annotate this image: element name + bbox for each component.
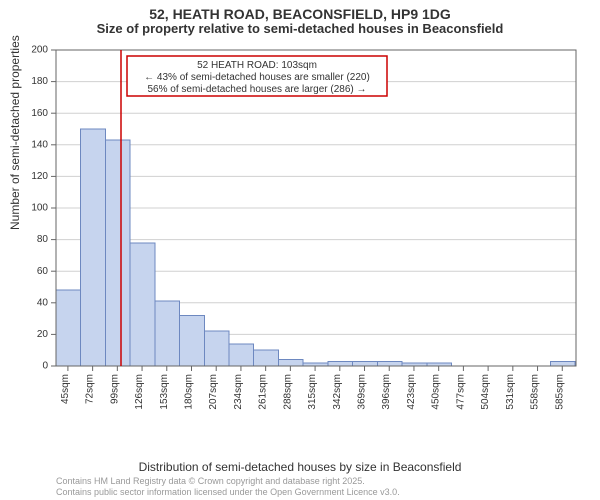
x-tick-label: 153sqm (159, 374, 170, 410)
y-tick-label: 120 (31, 171, 48, 182)
x-tick-label: 450sqm (431, 374, 442, 410)
x-tick-label: 72sqm (85, 374, 96, 404)
y-tick-label: 0 (42, 361, 48, 372)
x-tick-label: 234sqm (233, 374, 244, 410)
x-axis-label: Distribution of semi-detached houses by … (0, 460, 600, 474)
histogram-bar (229, 344, 254, 366)
page-subtitle: Size of property relative to semi-detach… (0, 22, 600, 37)
x-tick-label: 396sqm (381, 374, 392, 410)
histogram-bar (155, 301, 180, 366)
x-tick-label: 126sqm (134, 374, 145, 410)
histogram-svg: 02040608010012014016018020045sqm72sqm99s… (56, 48, 576, 428)
histogram-bar (254, 350, 279, 366)
x-tick-label: 423sqm (406, 374, 417, 410)
x-tick-label: 477sqm (455, 374, 466, 410)
x-tick-label: 342sqm (332, 374, 343, 410)
y-tick-label: 80 (37, 234, 49, 245)
footer-line-1: Contains HM Land Registry data © Crown c… (56, 476, 400, 486)
histogram-bar (56, 290, 81, 366)
histogram-bar (328, 361, 353, 366)
x-tick-label: 531sqm (505, 374, 516, 410)
y-tick-label: 180 (31, 76, 48, 87)
histogram-bar (130, 243, 155, 366)
y-tick-label: 200 (31, 45, 48, 56)
y-tick-label: 20 (37, 329, 49, 340)
histogram-bar (81, 129, 106, 366)
chart-container: 52, HEATH ROAD, BEACONSFIELD, HP9 1DG Si… (0, 0, 600, 500)
y-tick-label: 140 (31, 139, 48, 150)
x-tick-label: 45sqm (60, 374, 71, 404)
annotation-line-3: 56% of semi-detached houses are larger (… (147, 84, 366, 95)
plot-area: 02040608010012014016018020045sqm72sqm99s… (56, 48, 576, 428)
y-axis-label: Number of semi-detached properties (8, 35, 22, 230)
annotation-line-2: ← 43% of semi-detached houses are smalle… (144, 72, 370, 83)
histogram-bar (105, 140, 130, 366)
x-tick-label: 288sqm (282, 374, 293, 410)
x-tick-label: 261sqm (258, 374, 269, 410)
y-tick-label: 100 (31, 203, 48, 214)
x-tick-label: 558sqm (530, 374, 541, 410)
x-tick-label: 99sqm (109, 374, 120, 404)
histogram-bar (550, 361, 575, 366)
x-tick-label: 369sqm (357, 374, 368, 410)
histogram-bar (377, 361, 402, 366)
y-tick-label: 160 (31, 108, 48, 119)
histogram-bar (278, 360, 303, 366)
attribution-footer: Contains HM Land Registry data © Crown c… (56, 476, 400, 497)
histogram-bar (204, 331, 229, 366)
x-tick-label: 207sqm (208, 374, 219, 410)
histogram-bar (180, 315, 205, 366)
x-tick-label: 315sqm (307, 374, 318, 410)
footer-line-2: Contains public sector information licen… (56, 487, 400, 497)
annotation-line-1: 52 HEATH ROAD: 103sqm (197, 60, 317, 71)
histogram-bar (353, 361, 378, 366)
y-tick-label: 40 (37, 297, 49, 308)
page-title: 52, HEATH ROAD, BEACONSFIELD, HP9 1DG (0, 0, 600, 22)
x-tick-label: 180sqm (183, 374, 194, 410)
x-tick-label: 585sqm (554, 374, 565, 410)
y-tick-label: 60 (37, 266, 49, 277)
x-tick-label: 504sqm (480, 374, 491, 410)
